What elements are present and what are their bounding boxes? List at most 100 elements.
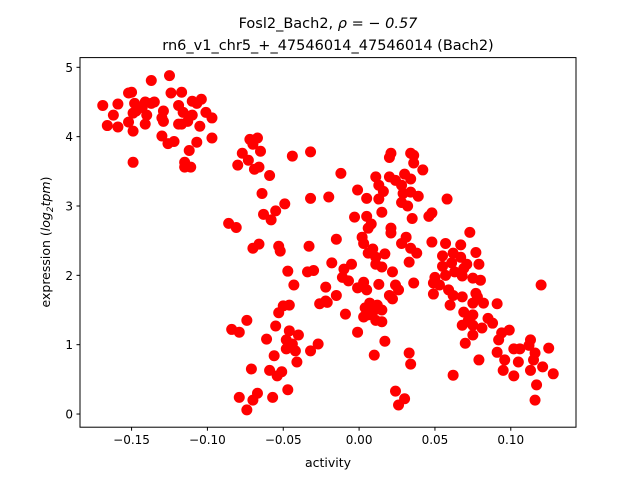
data-point [270,205,282,217]
data-point [291,356,303,368]
ylabel-sub: 2 [46,206,56,212]
data-point [512,356,524,368]
data-point [417,164,429,176]
data-point [408,157,420,169]
data-point [112,121,124,133]
data-point [232,159,244,171]
data-point [292,329,304,341]
ylabel-suffix: ) [38,177,53,182]
data-point [386,293,398,305]
data-points [97,70,559,416]
data-point [456,291,468,303]
data-point [270,320,282,332]
data-point [396,179,408,191]
data-point [440,237,452,249]
data-point [127,107,139,119]
data-point [358,311,370,323]
plot-frame [79,57,577,428]
ylabel-unit: tpm [38,181,53,206]
data-point [253,161,265,173]
data-point [508,370,520,382]
data-point [361,284,373,296]
data-point [288,279,300,291]
data-point [408,277,420,289]
data-point [247,394,259,406]
data-point [503,324,515,336]
data-point [264,169,276,181]
data-point [256,188,268,200]
data-point [523,339,535,351]
data-point [467,297,479,309]
y-tick-label: 5 [65,61,73,75]
data-point [403,256,415,268]
data-point [426,236,438,248]
data-point [547,368,559,380]
data-point [473,258,485,270]
data-point [282,384,294,396]
data-point [433,279,445,291]
data-point [255,145,267,157]
data-point [280,343,292,355]
data-point [179,156,191,168]
data-point [412,190,424,202]
data-point [455,239,467,251]
data-point [361,192,373,204]
x-tick-label: −0.10 [189,433,226,447]
data-point [403,347,415,359]
data-point [267,391,279,403]
y-tick-label: 1 [65,338,73,352]
data-point [321,296,333,308]
data-point [368,349,380,361]
data-point [168,136,180,148]
data-point [163,70,175,82]
data-point [459,337,471,349]
data-point [456,319,468,331]
data-point [524,364,536,376]
data-point [543,342,555,354]
data-point [379,335,391,347]
data-point [335,167,347,179]
data-point [376,316,388,328]
data-point [230,221,242,233]
ylabel-prefix: expression ( [38,231,53,307]
data-point [308,264,320,276]
data-point [456,270,468,282]
data-point [233,391,245,403]
data-point [376,304,388,316]
x-tick-label: 0.05 [422,433,449,447]
data-point [467,319,479,331]
x-axis-label: activity [305,455,352,470]
data-point [376,261,388,273]
data-point [441,193,453,205]
data-point [279,198,291,210]
x-axis-ticks: −0.15 −0.10 −0.05 0.00 0.05 0.10 [113,427,524,447]
data-point [396,237,408,249]
data-point [370,171,382,183]
data-point [528,354,540,366]
data-point [406,212,418,224]
data-point [242,154,254,166]
chart-title-line2: rn6_v1_chr5_+_47546014_47546014 (Bach2) [162,38,493,54]
data-point [373,193,385,205]
data-point [405,358,417,370]
data-point [107,109,119,121]
ylabel-log: log [38,212,53,231]
x-tick-label: −0.05 [265,433,302,447]
data-point [537,361,549,373]
data-point [437,250,449,262]
data-point [531,379,543,391]
data-point [245,363,257,375]
y-tick-label: 0 [65,408,73,422]
data-point [491,298,503,310]
data-point [305,192,317,204]
data-point [261,333,273,345]
data-point [283,325,295,337]
data-point [289,345,301,357]
data-point [447,369,459,381]
x-tick-label: 0.00 [346,433,373,447]
data-point [241,314,253,326]
data-point [444,299,456,311]
data-point [127,156,139,168]
data-point [258,208,270,220]
